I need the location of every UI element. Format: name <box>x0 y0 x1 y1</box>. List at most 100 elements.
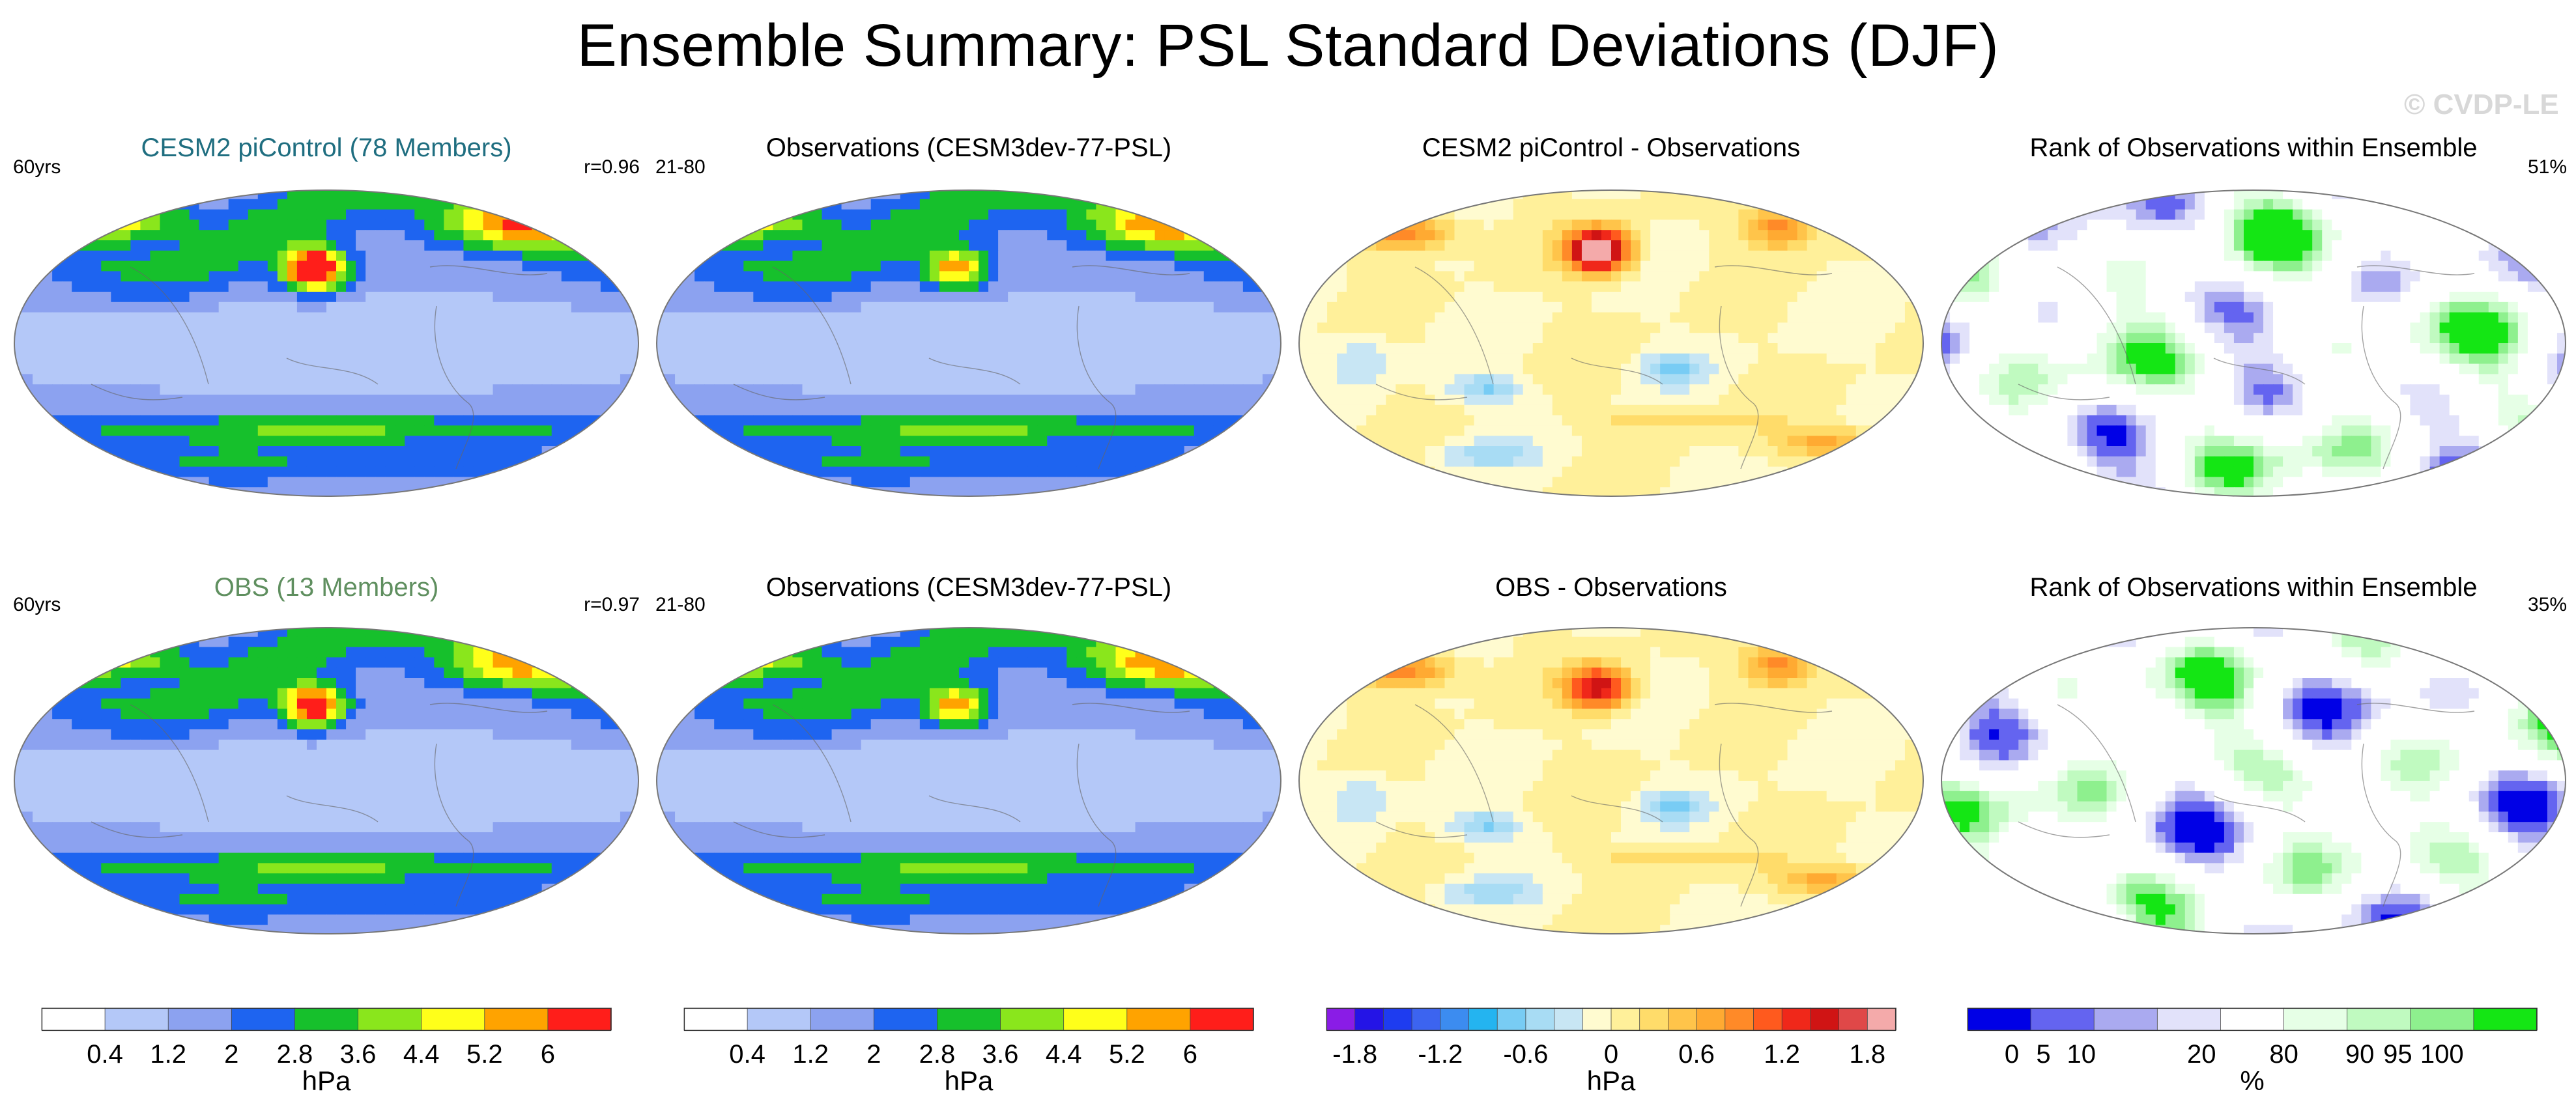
coastline <box>2018 265 2475 470</box>
map-panel <box>14 190 639 497</box>
colorbar-swatch <box>231 1007 296 1031</box>
colorbar-swatch <box>1810 1007 1840 1031</box>
stat-label: 51% <box>2527 156 2567 178</box>
period-label: 21-80 <box>655 156 706 178</box>
colorbar-swatch <box>1554 1007 1584 1031</box>
colorbar-swatch <box>2473 1007 2538 1031</box>
colorbar-swatch <box>1496 1007 1526 1031</box>
colorbar-tick-label: 20 <box>2187 1040 2216 1069</box>
colorbar-tick-label: 0.4 <box>87 1040 123 1069</box>
map-panel <box>1298 627 1924 934</box>
colorbar-tick-label: 5.2 <box>1109 1040 1145 1069</box>
colorbar-swatch <box>1753 1007 1783 1031</box>
colorbar-swatch <box>2220 1007 2285 1031</box>
colorbar-swatch <box>1967 1007 2032 1031</box>
colorbar-tick-label: 2 <box>866 1040 881 1069</box>
colorbar-tick-label: -1.2 <box>1418 1040 1463 1069</box>
colorbar-swatch <box>2156 1007 2222 1031</box>
colorbar-tick-label: 100 <box>2420 1040 2464 1069</box>
colorbar-swatch <box>484 1007 549 1031</box>
colorbar-tick-label: 2.8 <box>919 1040 956 1069</box>
colorbar-tick-label: 4.4 <box>1046 1040 1082 1069</box>
colorbar-swatch <box>2347 1007 2411 1031</box>
colorbar-swatch <box>2093 1007 2158 1031</box>
colorbar-swatch <box>1668 1007 1698 1031</box>
map-panel <box>656 190 1281 497</box>
page-title: Ensemble Summary: PSL Standard Deviation… <box>577 12 1999 79</box>
colorbar-unit-label: hPa <box>1587 1065 1636 1096</box>
map-border <box>1298 627 1924 934</box>
colorbar-tick-label: 5.2 <box>466 1040 503 1069</box>
colorbar-tick-label: 90 <box>2345 1040 2375 1069</box>
colorbar-tick-label: 2.8 <box>277 1040 313 1069</box>
coastline <box>1375 703 1833 907</box>
map-border <box>1941 627 2566 934</box>
colorbar-swatch <box>810 1007 875 1031</box>
period-label: 60yrs <box>13 594 61 615</box>
colorbar-unit-label: % <box>2240 1065 2264 1096</box>
stat-label: r=0.97 <box>584 594 640 615</box>
colorbar-swatch <box>104 1007 169 1031</box>
rank-colorbar: 0 5 10 20 80 90 95 100% <box>1967 1007 2538 1096</box>
colorbar-swatch <box>1063 1007 1128 1031</box>
map-border <box>14 627 639 934</box>
colorbar-tick-label: 1.2 <box>1764 1040 1800 1069</box>
panel-title: OBS - Observations <box>1495 573 1727 602</box>
diff-colorbar: -1.8 -1.2 -0.6 0 0.6 1.2 1.8 hPa <box>1326 1007 1896 1096</box>
colorbar-swatch <box>547 1007 612 1031</box>
colorbar-swatch <box>2030 1007 2095 1031</box>
colorbar-tick-label: 80 <box>2269 1040 2298 1069</box>
map-border <box>656 627 1281 934</box>
colorbar-tick-label: 0 <box>1604 1040 1618 1069</box>
panel-title: Observations (CESM3dev-77-PSL) <box>766 573 1172 602</box>
map-panel <box>1941 627 2566 934</box>
colorbar-swatch <box>1126 1007 1191 1031</box>
colorbar-swatch <box>1326 1007 1356 1031</box>
colorbar-swatch <box>358 1007 422 1031</box>
colorbar-tick-label: 1.8 <box>1849 1040 1885 1069</box>
colorbar-swatch <box>1383 1007 1413 1031</box>
period-label: 21-80 <box>655 594 706 615</box>
coastline <box>1375 265 1833 470</box>
colorbar-swatch <box>1440 1007 1470 1031</box>
coastline <box>733 703 1190 907</box>
coastline <box>2018 703 2475 907</box>
colorbar-swatch <box>1610 1007 1640 1031</box>
map-border <box>14 190 639 497</box>
colorbar-frame <box>683 1007 1254 1032</box>
map-panel <box>656 627 1281 934</box>
panel-title: CESM2 piControl (78 Members) <box>141 133 512 162</box>
coastline <box>91 265 548 470</box>
colorbar-tick-label: 1.2 <box>150 1040 186 1069</box>
panel-title: Rank of Observations within Ensemble <box>2029 133 2478 162</box>
colorbar-tick-label: 0 <box>2005 1040 2019 1069</box>
colorbar-frame <box>41 1007 612 1032</box>
colorbar-swatch <box>1000 1007 1065 1031</box>
colorbar-tick-label: 10 <box>2067 1040 2097 1069</box>
map-panel <box>14 627 639 934</box>
colorbar-swatch <box>1867 1007 1896 1031</box>
colorbar-tick-label: -0.6 <box>1503 1040 1548 1069</box>
colorbar-swatch <box>937 1007 1001 1031</box>
colorbar-tick-label: 2 <box>224 1040 238 1069</box>
colorbar-swatch <box>1639 1007 1669 1031</box>
colorbar-swatch <box>294 1007 359 1031</box>
colorbar-swatch <box>1724 1007 1754 1031</box>
colorbar-tick-label: 6 <box>541 1040 555 1069</box>
colorbar-tick-label: 0.6 <box>1678 1040 1715 1069</box>
map-border <box>1941 190 2566 497</box>
colorbar-swatch <box>747 1007 812 1031</box>
colorbar-swatch <box>41 1007 106 1031</box>
panel-title: Rank of Observations within Ensemble <box>2029 573 2478 602</box>
stat-label: 35% <box>2527 594 2567 615</box>
colorbar-swatch <box>167 1007 233 1031</box>
watermark: © CVDP-LE <box>2404 89 2559 120</box>
period-label: 60yrs <box>13 156 61 178</box>
colorbar-swatch <box>1190 1007 1254 1031</box>
colorbar-frame <box>1326 1007 1896 1032</box>
colorbar-swatch <box>1839 1007 1868 1031</box>
colorbar-tick-label: 95 <box>2383 1040 2412 1069</box>
colorbar-swatch <box>1696 1007 1726 1031</box>
colorbar-tick-label: 4.4 <box>403 1040 440 1069</box>
colorbar-swatch <box>421 1007 485 1031</box>
